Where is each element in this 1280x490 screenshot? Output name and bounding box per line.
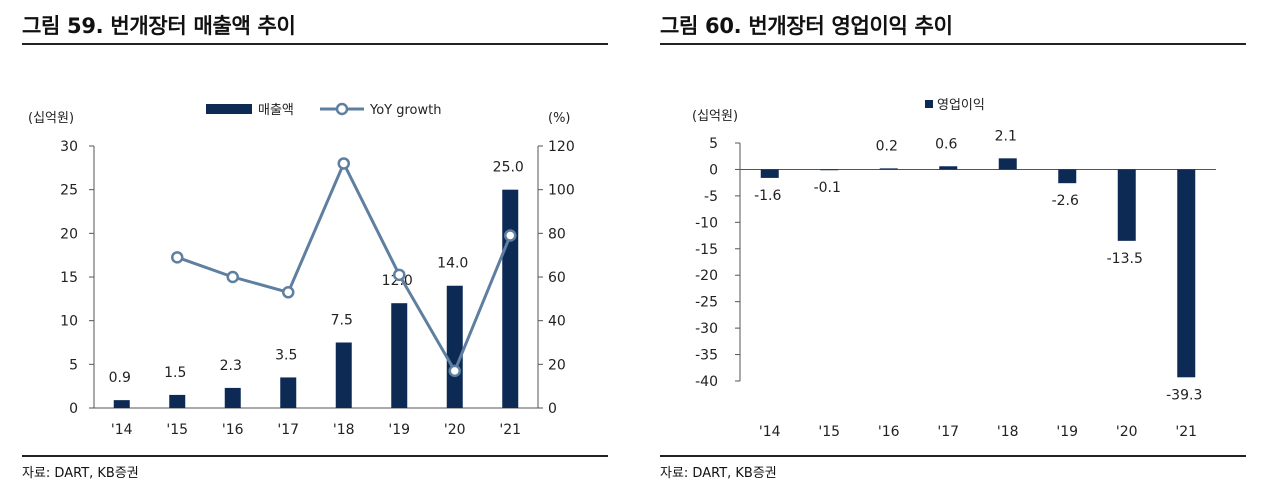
revenue-bar	[224, 387, 241, 408]
left-top-rule	[22, 43, 608, 45]
operating-profit-data-label: 0.6	[935, 136, 957, 152]
operating-profit-data-label: -39.3	[1166, 387, 1202, 403]
revenue-data-label: 2.3	[220, 358, 242, 374]
y-right-tick-label: 20	[548, 357, 566, 373]
y-left-tick-label: 0	[69, 401, 78, 417]
yoy-growth-point	[337, 157, 350, 170]
x-tick-label: '19	[388, 422, 410, 438]
yoy-growth-point	[504, 229, 517, 242]
legend-label: 영업이익	[937, 98, 985, 113]
x-tick-label: '18	[333, 422, 355, 438]
revenue-data-label: 0.9	[109, 370, 131, 386]
x-tick-label: '21	[1175, 424, 1197, 440]
operating-profit-data-label: 0.2	[876, 138, 898, 154]
operating-profit-data-label: 2.1	[995, 128, 1017, 144]
y-right-tick-label: 100	[548, 183, 575, 199]
left-source-note: 자료: DART, KB증권	[22, 466, 139, 481]
y-left-tick-label: 5	[69, 357, 78, 373]
revenue-data-label: 7.5	[331, 313, 353, 329]
y-left-tick-label: 10	[60, 314, 78, 330]
operating-profit-data-label: -0.1	[814, 180, 841, 196]
yoy-growth-point	[282, 286, 295, 299]
y-left-unit: (십억원)	[28, 111, 74, 126]
x-tick-label: '19	[1056, 424, 1078, 440]
y-right-unit: (%)	[548, 111, 571, 126]
x-tick-label: '14	[111, 422, 133, 438]
revenue-data-label: 3.5	[275, 347, 297, 363]
revenue-data-label: 14.0	[437, 256, 468, 272]
right-top-rule	[660, 43, 1246, 45]
x-tick-label: '15	[166, 422, 188, 438]
y-tick-label: 0	[709, 162, 718, 178]
x-tick-label: '17	[277, 422, 299, 438]
operating-profit-bar	[939, 166, 958, 170]
left-chart: 0 5 10 15 20 25 30 0 20 40 60 80 100 120 (십억원) (%) 매출액 Yo…	[28, 102, 575, 438]
right-chart: 5 0 -5 -10 -15 -20 -25 -30 -35 -40 (십억원) 영업이익 -1.6 -0…	[692, 98, 1216, 440]
legend-label-line: YoY growth	[369, 103, 441, 118]
y-right-tick-label: 0	[548, 401, 557, 417]
y-tick-label: -25	[695, 295, 718, 311]
y-tick-label: 5	[709, 136, 718, 152]
y-left-tick-label: 20	[60, 226, 78, 242]
y-right-tick-label: 60	[548, 270, 566, 286]
revenue-bar	[169, 394, 186, 408]
yoy-growth-point	[393, 268, 406, 282]
legend-swatch-bar	[206, 104, 252, 114]
operating-profit-data-label: -1.6	[754, 188, 781, 204]
x-tick-label: '14	[759, 424, 781, 440]
revenue-data-label: 1.5	[164, 365, 186, 381]
left-chart-title: 그림 59. 번개장터 매출액 추이	[22, 14, 296, 38]
legend-label-bar: 매출액	[258, 103, 294, 118]
x-tick-label: '15	[818, 424, 840, 440]
left-bottom-rule	[22, 455, 608, 457]
x-tick-label: '18	[997, 424, 1019, 440]
operating-profit-bar	[760, 169, 779, 178]
right-source-note: 자료: DART, KB증권	[660, 466, 777, 481]
operating-profit-data-label: -13.5	[1107, 251, 1143, 267]
y-tick-label: -30	[695, 321, 718, 337]
x-tick-label: '20	[1116, 424, 1138, 440]
revenue-bar	[335, 342, 352, 408]
operating-profit-bar	[820, 169, 839, 171]
revenue-bar	[502, 189, 519, 408]
y-right-tick-label: 40	[548, 314, 566, 330]
y-unit: (십억원)	[692, 109, 738, 124]
y-tick-label: -5	[704, 189, 718, 205]
right-bottom-rule	[660, 455, 1246, 457]
revenue-bar	[280, 377, 297, 408]
y-left-tick-label: 30	[60, 139, 78, 155]
y-tick-label: -40	[695, 374, 718, 390]
x-tick-label: '20	[444, 422, 466, 438]
right-chart-title: 그림 60. 번개장터 영업이익 추이	[660, 14, 953, 38]
revenue-data-label: 25.0	[493, 160, 524, 176]
y-tick-label: -20	[695, 268, 718, 284]
x-tick-label: '17	[937, 424, 959, 440]
x-tick-label: '21	[499, 422, 521, 438]
operating-profit-bar	[1177, 169, 1196, 378]
y-right-tick-label: 80	[548, 226, 566, 242]
legend-swatch	[925, 100, 933, 108]
revenue-bar	[446, 285, 463, 408]
revenue-bar	[113, 400, 130, 408]
operating-profit-bar	[1117, 169, 1136, 241]
y-right-tick-label: 120	[548, 139, 575, 155]
yoy-growth-point	[226, 270, 239, 284]
operating-profit-data-label: -2.6	[1052, 193, 1079, 209]
yoy-growth-point	[448, 364, 461, 378]
y-tick-label: -10	[695, 215, 718, 231]
y-tick-label: -15	[695, 242, 718, 258]
yoy-growth-point	[171, 251, 184, 264]
y-left-tick-label: 25	[60, 183, 78, 199]
x-tick-label: '16	[878, 424, 900, 440]
revenue-bar	[391, 303, 408, 408]
operating-profit-bar	[998, 158, 1017, 170]
operating-profit-bar	[1058, 169, 1077, 184]
legend-swatch-marker	[335, 102, 349, 116]
y-tick-label: -35	[695, 348, 718, 364]
operating-profit-bar	[879, 168, 898, 170]
y-left-tick-label: 15	[60, 270, 78, 286]
x-tick-label: '16	[222, 422, 244, 438]
